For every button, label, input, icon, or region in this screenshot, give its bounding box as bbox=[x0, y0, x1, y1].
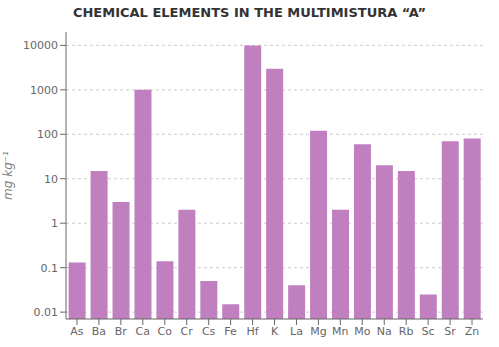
svg-text:0.01: 0.01 bbox=[34, 306, 59, 319]
svg-text:1: 1 bbox=[51, 217, 58, 230]
svg-text:Hf: Hf bbox=[246, 325, 259, 338]
svg-text:La: La bbox=[290, 325, 303, 338]
svg-text:Zn: Zn bbox=[465, 325, 480, 338]
svg-text:Sc: Sc bbox=[422, 325, 435, 338]
svg-text:Mg: Mg bbox=[310, 325, 326, 338]
svg-text:0.1: 0.1 bbox=[41, 262, 59, 275]
svg-text:As: As bbox=[70, 325, 84, 338]
svg-text:K: K bbox=[271, 325, 279, 338]
svg-text:Fe: Fe bbox=[224, 325, 237, 338]
svg-text:Rb: Rb bbox=[399, 325, 414, 338]
svg-text:100: 100 bbox=[37, 128, 58, 141]
svg-text:Br: Br bbox=[115, 325, 128, 338]
svg-text:Mn: Mn bbox=[332, 325, 348, 338]
svg-text:Ba: Ba bbox=[92, 325, 106, 338]
html-text:CHEMICAL ELEMENTS IN THE MULTI: CHEMICAL ELEMENTS IN THE MULTIMISTURA “A… bbox=[72, 5, 427, 20]
svg-text:Cs: Cs bbox=[202, 325, 216, 338]
svg-text:Cr: Cr bbox=[181, 325, 194, 338]
svg-text:Na: Na bbox=[377, 325, 392, 338]
svg-text:Mo: Mo bbox=[354, 325, 370, 338]
svg-text:mg kg⁻¹: mg kg⁻¹ bbox=[8, 151, 15, 200]
svg-text:Ca: Ca bbox=[136, 325, 150, 338]
svg-text:10000: 10000 bbox=[23, 39, 58, 52]
svg-text:Co: Co bbox=[158, 325, 173, 338]
svg-text:10: 10 bbox=[44, 173, 58, 186]
svg-text:1000: 1000 bbox=[30, 84, 58, 97]
svg-text:Sr: Sr bbox=[444, 325, 456, 338]
